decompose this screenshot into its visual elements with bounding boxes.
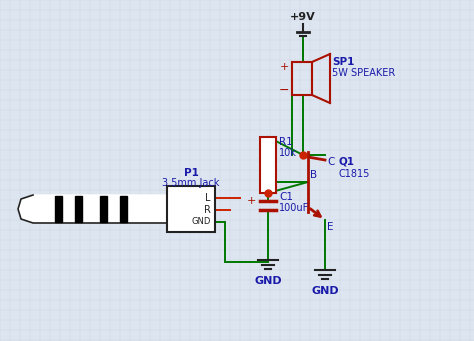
Text: 10k: 10k bbox=[279, 148, 297, 158]
Bar bbox=[75, 196, 82, 222]
Text: 5W SPEAKER: 5W SPEAKER bbox=[332, 68, 395, 78]
Bar bbox=[292, 62, 312, 95]
Text: Q1: Q1 bbox=[339, 157, 355, 167]
Text: GND: GND bbox=[254, 276, 282, 286]
Bar bbox=[55, 196, 62, 222]
Text: L: L bbox=[206, 193, 211, 203]
Text: C: C bbox=[327, 157, 334, 167]
Polygon shape bbox=[18, 195, 167, 223]
Text: P1: P1 bbox=[183, 168, 199, 178]
Text: SP1: SP1 bbox=[332, 57, 355, 67]
Text: +: + bbox=[246, 196, 256, 206]
Bar bbox=[120, 196, 127, 222]
Text: GND: GND bbox=[191, 218, 211, 226]
Text: R: R bbox=[204, 205, 211, 215]
Bar bbox=[260, 137, 276, 193]
Text: GND: GND bbox=[311, 286, 339, 296]
Text: −: − bbox=[279, 84, 289, 97]
Text: 3.5mm Jack: 3.5mm Jack bbox=[162, 178, 219, 188]
Text: R1: R1 bbox=[279, 137, 293, 147]
Bar bbox=[167, 186, 215, 232]
Text: 100uF: 100uF bbox=[279, 203, 309, 213]
Text: E: E bbox=[327, 222, 334, 232]
Text: +: + bbox=[280, 62, 289, 72]
Text: C1: C1 bbox=[279, 192, 293, 202]
Bar bbox=[100, 196, 107, 222]
Text: +9V: +9V bbox=[290, 12, 316, 22]
Text: B: B bbox=[310, 170, 317, 180]
Text: C1815: C1815 bbox=[339, 169, 370, 179]
